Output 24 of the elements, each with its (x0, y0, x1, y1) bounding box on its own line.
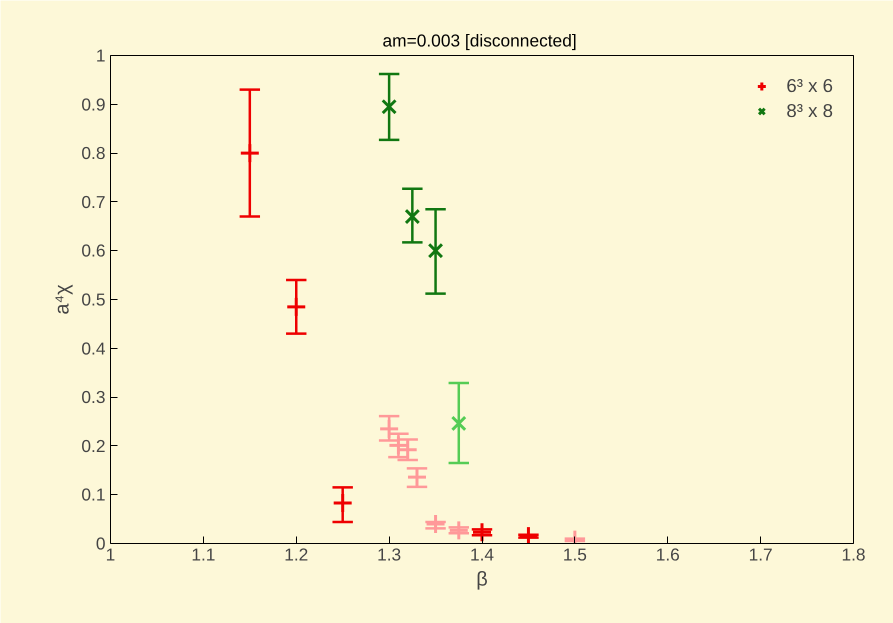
y-tick-label: 0.6 (81, 240, 106, 261)
y-tick-label: 0.7 (81, 192, 106, 212)
x-tick-label: 1.7 (748, 544, 773, 564)
y-axis-title: a⁴χ (51, 284, 74, 315)
y-tick-label: 0.5 (81, 290, 106, 310)
y-tick-label: 1 (96, 46, 106, 66)
legend-label: 8³ x 8 (786, 100, 833, 122)
y-tick-label: 0.4 (81, 338, 106, 358)
x-tick-label: 1.8 (841, 544, 866, 564)
x-axis-title: β (476, 568, 488, 590)
x-tick-label: 1.4 (470, 544, 494, 564)
y-tick-label: 0.3 (81, 387, 106, 408)
chart-title: am=0.003 [disconnected] (382, 30, 577, 50)
x-tick-label: 1.1 (191, 544, 216, 564)
y-tick-label: 0.1 (81, 484, 106, 505)
y-tick-label: 0.9 (81, 94, 106, 114)
y-tick-label: 0 (96, 534, 106, 554)
y-tick-label: 0.2 (81, 436, 106, 456)
y-tick-label: 0.8 (81, 143, 106, 164)
x-tick-label: 1.2 (284, 544, 308, 564)
x-tick-label: 1.5 (562, 544, 587, 564)
x-tick-label: 1.6 (656, 544, 680, 564)
x-tick-label: 1.3 (377, 544, 402, 564)
legend-label: 6³ x 6 (786, 75, 833, 97)
